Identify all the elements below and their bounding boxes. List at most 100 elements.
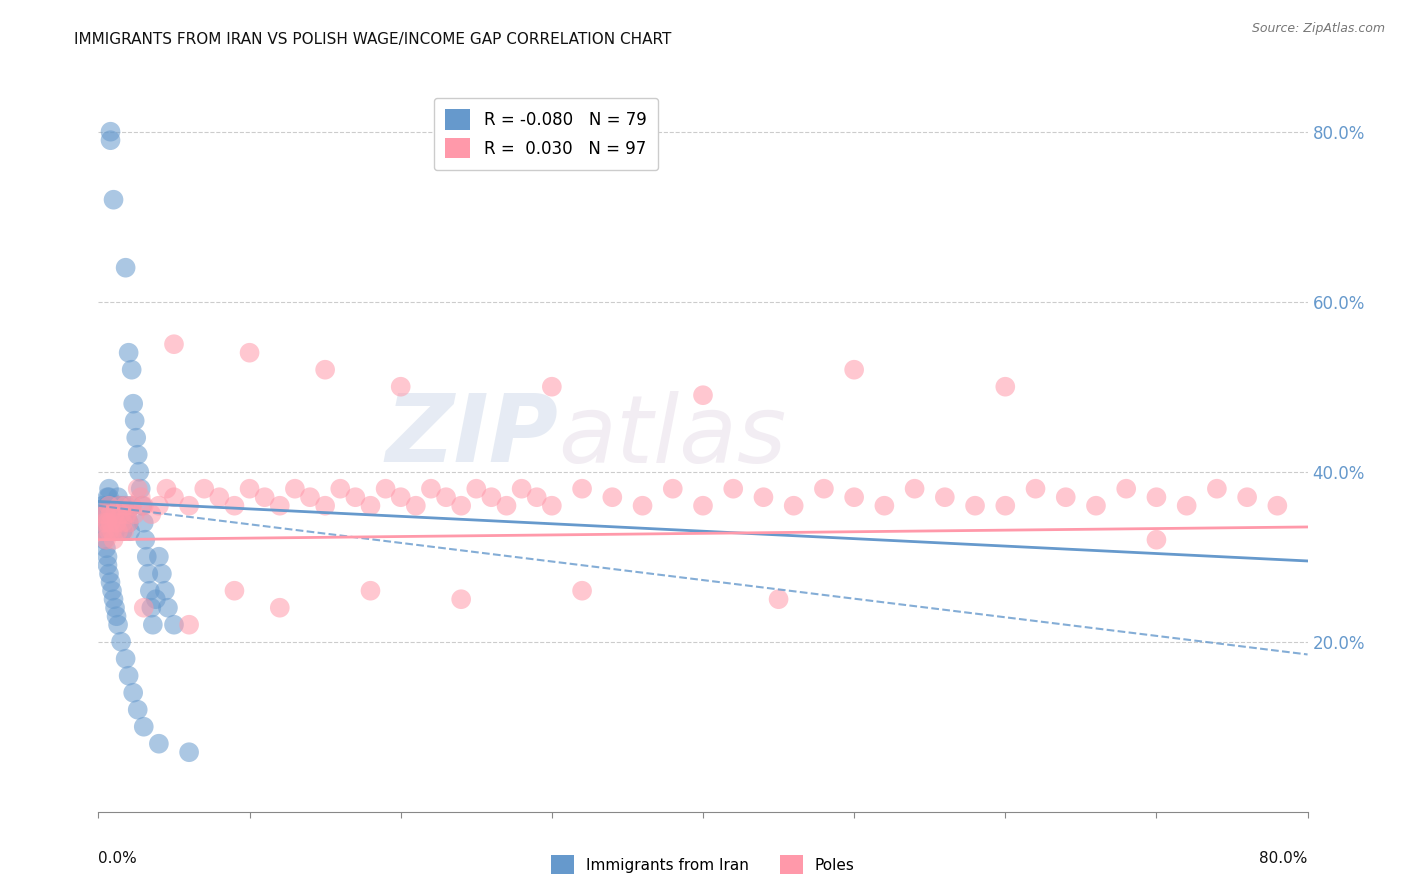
Point (98, 490, 121, 504)
Point (108, 507, 131, 521)
Point (299, 490, 322, 504)
Point (129, 482, 152, 496)
Point (193, 482, 215, 496)
Point (139, 583, 162, 598)
Point (135, 549, 157, 564)
Point (96, 516, 118, 530)
Point (132, 720, 155, 734)
Point (98, 482, 121, 496)
Point (98, 566, 121, 581)
Point (1144, 490, 1167, 504)
Point (93, 507, 115, 521)
Point (148, 549, 170, 564)
Point (103, 592, 125, 607)
Point (98, 524, 121, 539)
Point (155, 482, 177, 496)
Point (114, 499, 136, 513)
Point (420, 482, 443, 496)
Point (118, 669, 141, 683)
Point (1054, 490, 1077, 504)
Point (94, 507, 117, 521)
Point (110, 507, 132, 521)
Point (150, 566, 173, 581)
Point (813, 482, 835, 496)
Point (661, 482, 683, 496)
Point (179, 745, 201, 759)
Point (118, 345, 141, 359)
Point (96, 490, 118, 504)
Point (96, 549, 118, 564)
Point (122, 686, 145, 700)
Point (110, 516, 132, 530)
Point (124, 507, 146, 521)
Point (360, 499, 382, 513)
Point (94, 507, 117, 521)
Point (94, 541, 117, 556)
Point (145, 592, 167, 607)
Point (103, 499, 125, 513)
Point (844, 362, 866, 376)
Point (179, 617, 201, 632)
Point (239, 345, 262, 359)
Point (103, 533, 125, 547)
Text: ZIP: ZIP (385, 390, 558, 482)
Point (540, 380, 562, 394)
Point (111, 516, 134, 530)
Point (114, 499, 136, 513)
Point (132, 600, 155, 615)
Point (100, 499, 122, 513)
Point (91, 499, 114, 513)
Point (253, 490, 276, 504)
Point (269, 499, 291, 513)
Point (121, 499, 143, 513)
Point (465, 482, 488, 496)
Point (104, 516, 127, 530)
Point (110, 507, 132, 521)
Point (93, 524, 115, 539)
Point (904, 482, 927, 496)
Point (1144, 533, 1167, 547)
Point (93, 533, 115, 547)
Point (108, 499, 131, 513)
Point (91, 524, 114, 539)
Point (93, 516, 115, 530)
Point (101, 516, 124, 530)
Point (314, 362, 336, 376)
Legend: R = -0.080   N = 79, R =  0.030   N = 97: R = -0.080 N = 79, R = 0.030 N = 97 (433, 97, 658, 169)
Point (114, 260, 136, 275)
Point (481, 490, 503, 504)
Point (104, 524, 127, 539)
Point (115, 507, 138, 521)
Point (224, 499, 246, 513)
Point (768, 592, 790, 607)
Point (118, 516, 141, 530)
Point (100, 133, 122, 147)
Point (94, 524, 117, 539)
Point (602, 490, 624, 504)
Point (132, 516, 155, 530)
Point (110, 634, 132, 648)
Point (1024, 482, 1046, 496)
Point (98, 499, 121, 513)
Point (1236, 490, 1258, 504)
Point (115, 507, 138, 521)
Point (91, 507, 114, 521)
Point (873, 499, 896, 513)
Point (360, 583, 382, 598)
Point (571, 482, 593, 496)
Point (93, 516, 115, 530)
Point (934, 490, 956, 504)
Point (105, 516, 128, 530)
Point (1175, 499, 1198, 513)
Point (844, 490, 866, 504)
Point (141, 600, 163, 615)
Point (389, 380, 412, 394)
Point (101, 583, 124, 598)
Point (329, 482, 352, 496)
Point (127, 448, 149, 462)
Point (107, 490, 129, 504)
Point (94, 533, 117, 547)
Text: Source: ZipAtlas.com: Source: ZipAtlas.com (1251, 22, 1385, 36)
Point (107, 499, 129, 513)
Point (163, 337, 186, 351)
